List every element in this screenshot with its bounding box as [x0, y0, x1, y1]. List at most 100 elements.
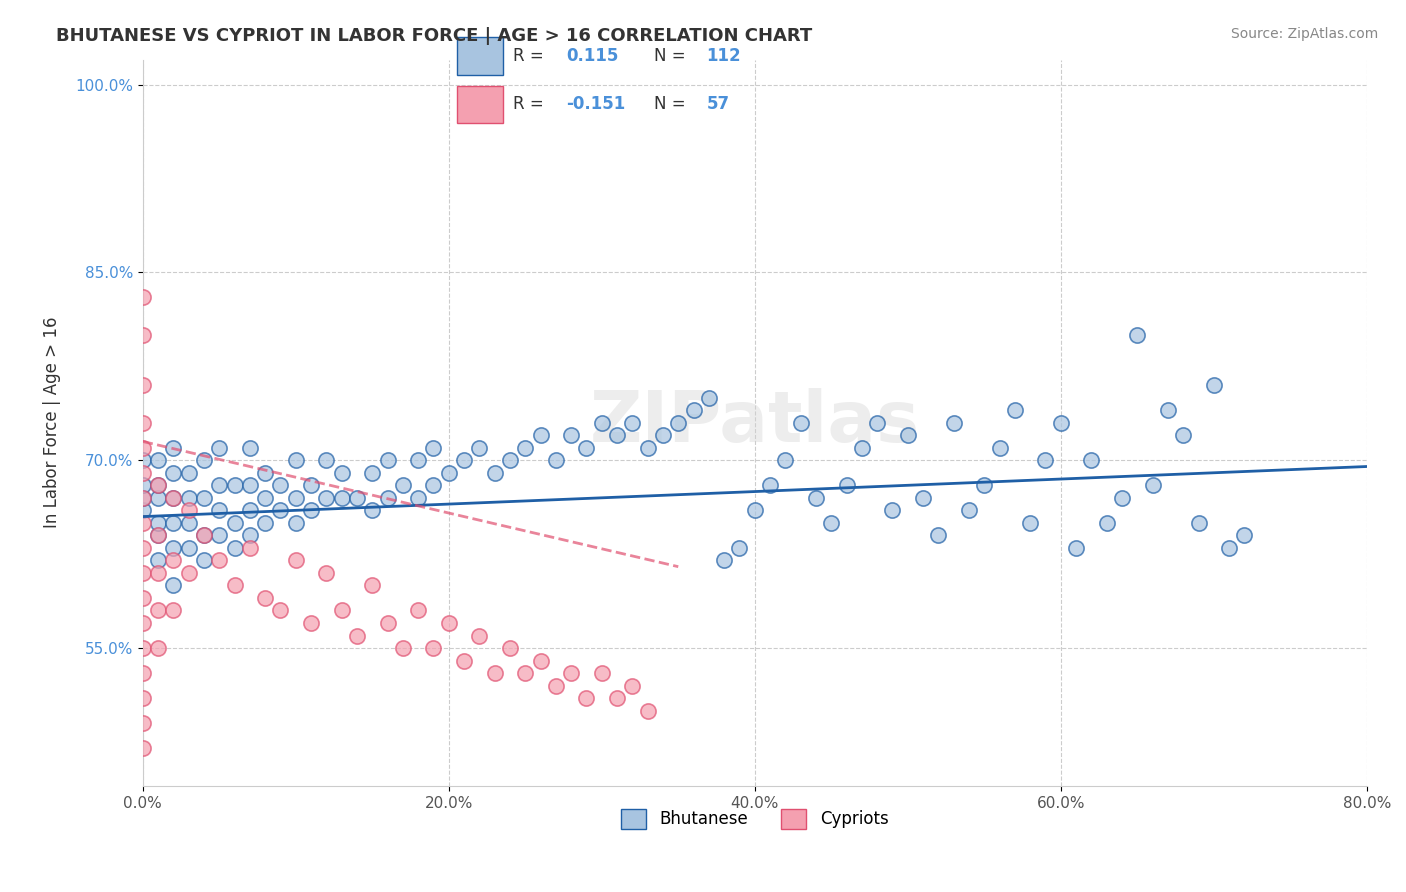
Point	[468, 628, 491, 642]
Point	[162, 541, 184, 555]
Point	[132, 378, 155, 392]
Point	[591, 416, 613, 430]
Point	[361, 578, 384, 592]
Point	[544, 453, 567, 467]
Point	[239, 441, 262, 455]
Point	[162, 491, 184, 505]
Point	[1035, 453, 1057, 467]
Point	[697, 391, 720, 405]
Point	[1004, 403, 1026, 417]
Point	[361, 503, 384, 517]
Y-axis label: In Labor Force | Age > 16: In Labor Force | Age > 16	[44, 317, 60, 528]
Point	[453, 453, 475, 467]
Point	[820, 516, 842, 530]
Point	[973, 478, 995, 492]
Point	[146, 553, 169, 567]
Point	[713, 553, 735, 567]
Point	[453, 654, 475, 668]
Point	[146, 566, 169, 580]
Point	[208, 503, 231, 517]
Point	[132, 691, 155, 706]
Text: Source: ZipAtlas.com: Source: ZipAtlas.com	[1230, 27, 1378, 41]
Point	[132, 328, 155, 343]
Point	[132, 291, 155, 305]
Point	[315, 566, 337, 580]
Point	[988, 441, 1011, 455]
Point	[239, 541, 262, 555]
Point	[208, 478, 231, 492]
Point	[254, 491, 277, 505]
Point	[132, 666, 155, 681]
Point	[132, 716, 155, 731]
Point	[529, 654, 551, 668]
Point	[1095, 516, 1118, 530]
Point	[162, 578, 184, 592]
Point	[132, 441, 155, 455]
Point	[132, 615, 155, 630]
Point	[132, 503, 155, 517]
Point	[162, 516, 184, 530]
Legend: Bhutanese, Cypriots: Bhutanese, Cypriots	[614, 802, 896, 836]
Point	[361, 466, 384, 480]
Point	[299, 503, 322, 517]
Point	[177, 466, 200, 480]
Text: N =: N =	[654, 95, 685, 112]
Point	[637, 704, 659, 718]
Point	[224, 516, 246, 530]
Point	[759, 478, 782, 492]
Point	[193, 553, 215, 567]
Point	[866, 416, 889, 430]
Point	[330, 603, 353, 617]
Point	[621, 679, 644, 693]
Point	[1126, 328, 1149, 343]
Point	[499, 453, 522, 467]
Point	[162, 441, 184, 455]
Point	[132, 466, 155, 480]
Point	[146, 528, 169, 542]
Point	[484, 466, 506, 480]
FancyBboxPatch shape	[457, 86, 503, 123]
Point	[146, 478, 169, 492]
Point	[254, 591, 277, 605]
Point	[208, 528, 231, 542]
Point	[422, 641, 444, 656]
Point	[422, 441, 444, 455]
Point	[377, 615, 399, 630]
Point	[224, 541, 246, 555]
Point	[666, 416, 689, 430]
Point	[193, 491, 215, 505]
Point	[621, 416, 644, 430]
Point	[591, 666, 613, 681]
Point	[637, 441, 659, 455]
Point	[606, 691, 628, 706]
Point	[146, 641, 169, 656]
Point	[652, 428, 675, 442]
Point	[789, 416, 811, 430]
Point	[942, 416, 965, 430]
Point	[132, 566, 155, 580]
Point	[193, 528, 215, 542]
Point	[330, 491, 353, 505]
Point	[484, 666, 506, 681]
Point	[346, 491, 368, 505]
Point	[1080, 453, 1102, 467]
Text: ZIPatlas: ZIPatlas	[589, 388, 920, 458]
Point	[1218, 541, 1240, 555]
Point	[162, 466, 184, 480]
Point	[560, 428, 582, 442]
Text: N =: N =	[654, 46, 685, 64]
Point	[177, 516, 200, 530]
Point	[224, 578, 246, 592]
Point	[132, 453, 155, 467]
Text: BHUTANESE VS CYPRIOT IN LABOR FORCE | AGE > 16 CORRELATION CHART: BHUTANESE VS CYPRIOT IN LABOR FORCE | AG…	[56, 27, 813, 45]
Point	[1111, 491, 1133, 505]
Point	[1173, 428, 1195, 442]
Text: 112: 112	[707, 46, 741, 64]
Point	[437, 466, 460, 480]
Point	[254, 516, 277, 530]
Point	[177, 503, 200, 517]
Point	[392, 478, 415, 492]
Point	[146, 453, 169, 467]
Point	[146, 491, 169, 505]
Point	[835, 478, 858, 492]
